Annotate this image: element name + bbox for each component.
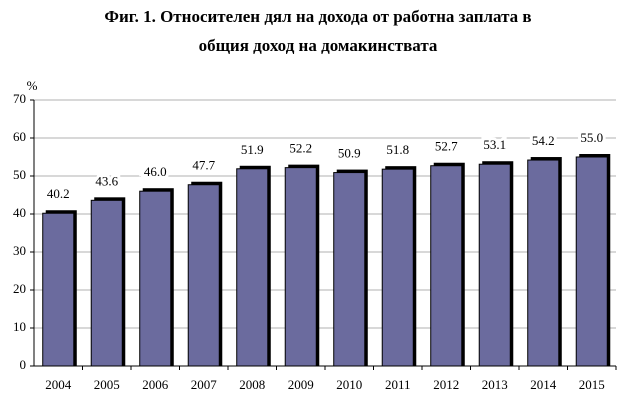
bar (333, 172, 366, 367)
bar (236, 168, 269, 367)
bar (381, 168, 414, 367)
y-tick-label: 60 (13, 129, 26, 144)
y-tick-label: 0 (20, 357, 27, 372)
value-label: 40.2 (47, 186, 70, 201)
x-tick-label: 2010 (336, 377, 362, 392)
bar (139, 190, 172, 367)
value-label: 47.7 (192, 158, 215, 173)
bar (430, 165, 463, 367)
y-tick-label: 50 (13, 167, 26, 182)
y-tick-label: 30 (13, 243, 26, 258)
bar (478, 163, 511, 367)
x-tick-label: 2009 (288, 377, 314, 392)
bar (42, 212, 75, 367)
value-label: 43.6 (95, 173, 118, 188)
x-tick-label: 2013 (482, 377, 508, 392)
x-tick-label: 2007 (191, 377, 218, 392)
x-tick-label: 2008 (239, 377, 265, 392)
y-tick-label: 10 (13, 319, 26, 334)
chart-title: общия доход на домакинствата (199, 36, 438, 55)
value-label: 51.9 (241, 142, 264, 157)
value-label: 54.2 (532, 133, 555, 148)
x-tick-label: 2014 (530, 377, 557, 392)
bar (527, 159, 560, 367)
bar (284, 167, 317, 367)
chart-title: Фиг. 1. Относителен дял на дохода от раб… (104, 7, 531, 26)
value-label: 55.0 (580, 130, 603, 145)
bar (90, 199, 123, 367)
x-tick-label: 2012 (433, 377, 459, 392)
bar (187, 184, 220, 367)
value-label: 51.8 (386, 142, 409, 157)
x-tick-label: 2011 (385, 377, 411, 392)
y-tick-label: 40 (13, 205, 26, 220)
x-tick-label: 2005 (94, 377, 120, 392)
x-tick-label: 2006 (142, 377, 169, 392)
y-tick-label: 20 (13, 281, 26, 296)
value-label: 53.1 (483, 137, 506, 152)
x-tick-label: 2004 (45, 377, 72, 392)
value-label: 50.9 (338, 146, 361, 161)
value-label: 46.0 (144, 164, 167, 179)
y-axis-label: % (27, 78, 38, 93)
bar (575, 156, 608, 367)
y-tick-label: 70 (13, 91, 26, 106)
x-tick-label: 2015 (579, 377, 605, 392)
value-label: 52.7 (435, 139, 458, 154)
value-label: 52.2 (289, 141, 312, 156)
